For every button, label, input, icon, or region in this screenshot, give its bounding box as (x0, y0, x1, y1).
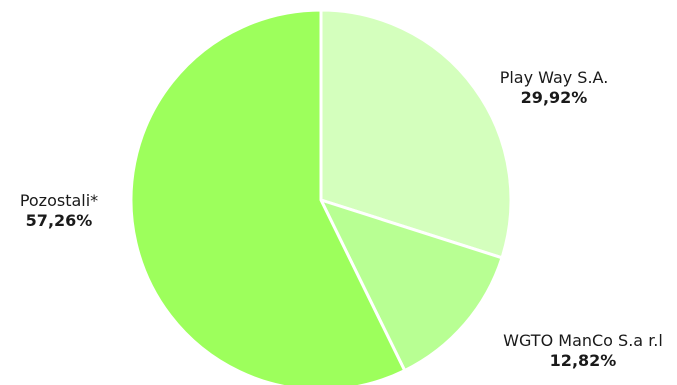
pie-slice-wgto (319, 198, 504, 373)
slice-label-name: Play Way S.A. (499, 68, 609, 87)
slice-label-wgto: WGTO ManCo S.a r.l 12,82% (492, 331, 674, 371)
pie-slice-play-way (319, 8, 513, 260)
slice-label-value: 29,92% (520, 88, 588, 107)
pie-slice-pozostali (129, 8, 407, 385)
slice-label-play-way: Play Way S.A. 29,92% (484, 68, 624, 108)
slice-label-value: 57,26% (25, 211, 93, 230)
slice-label-value: 12,82% (549, 351, 617, 370)
slice-label-pozostali: Pozostali* 57,26% (0, 191, 118, 231)
slice-label-name: Pozostali* (19, 191, 99, 210)
slice-label-name: WGTO ManCo S.a r.l (503, 331, 663, 350)
